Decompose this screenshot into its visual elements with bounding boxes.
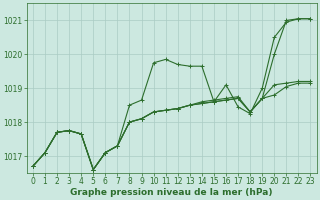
- X-axis label: Graphe pression niveau de la mer (hPa): Graphe pression niveau de la mer (hPa): [70, 188, 273, 197]
